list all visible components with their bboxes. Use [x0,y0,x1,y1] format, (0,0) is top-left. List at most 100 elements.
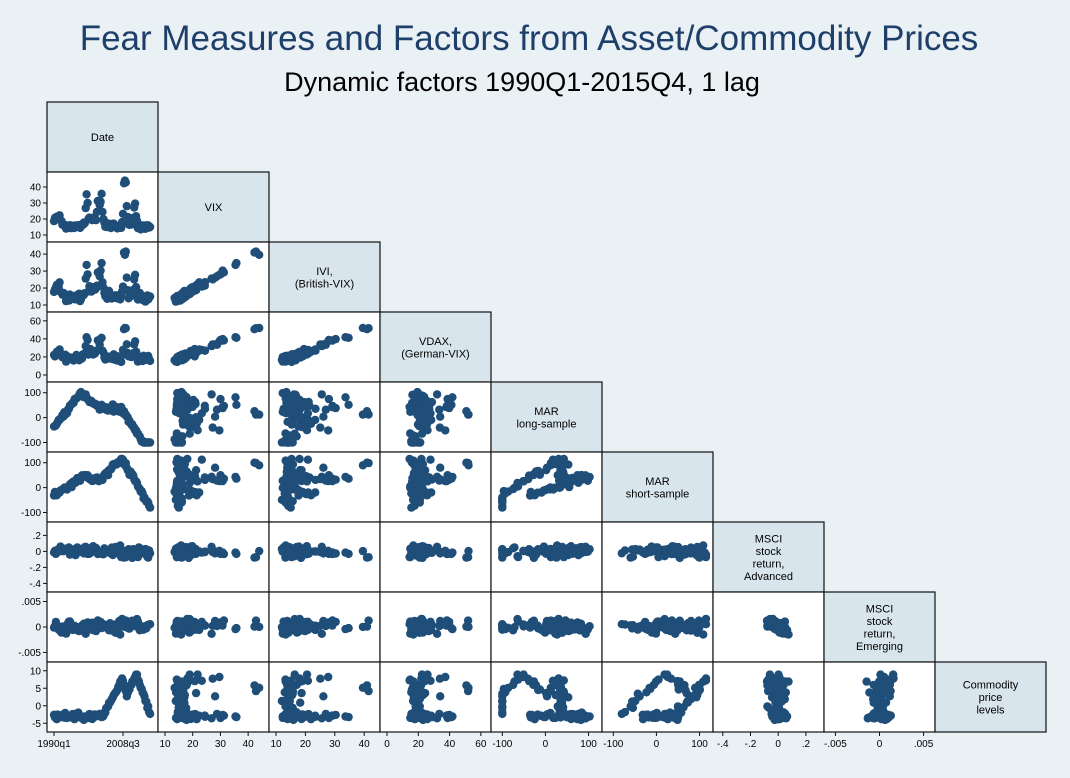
point-3-1-51 [232,333,241,342]
point-7-1-76 [255,622,264,632]
point-4-1-87 [215,426,224,435]
point-3-0-87 [130,337,140,346]
point-3-0-78 [122,340,131,349]
point-1-0-36 [83,198,92,208]
xtick-label-2-3: 40 [359,739,371,750]
point-8-5-95 [642,688,651,697]
variable-label-8-line-2: levels [976,705,1005,717]
xtick-label-4-0: -100 [492,739,512,750]
variable-label-2-line-1: (British-VIX) [295,278,354,290]
point-6-2-77 [364,553,373,562]
xtick-label-5-2: 100 [691,739,708,750]
point-6-2-84 [296,553,306,563]
point-5-2-5 [304,488,313,497]
variable-label-cell-0 [46,101,159,173]
point-5-4-103 [498,503,507,512]
variable-label-cell-6 [712,521,825,593]
variable-label-4-line-1: long-sample [517,418,577,430]
xtick-label-5-1: 0 [654,739,660,750]
point-5-2-73 [295,454,304,464]
xtick-label-0-1: 2008q3 [106,739,140,750]
point-4-3-34 [432,390,442,399]
variable-label-4-line-0: MAR [534,406,559,418]
point-6-5-99 [628,545,637,554]
xtick-label-1-2: 30 [215,739,227,750]
variable-label-cell-7 [823,591,936,663]
point-6-2-86 [316,547,325,557]
scatter-cell-8-3 [379,661,492,733]
ytick-label-6-1: -.2 [29,563,41,574]
point-4-1-73 [183,405,192,415]
xtick-label-2-1: 20 [300,739,312,750]
point-5-1-73 [183,454,192,464]
point-7-3-77 [463,616,473,625]
point-8-4-88 [519,670,528,679]
ytick-label-6-0: -.4 [29,579,41,590]
point-6-2-98 [277,544,287,554]
ytick-label-4-2: 100 [24,388,41,399]
point-8-5-89 [660,670,669,679]
ytick-label-3-2: 40 [30,334,42,345]
point-8-1-87 [215,672,224,682]
point-8-0-103 [145,709,155,719]
point-8-2-78 [319,692,328,701]
point-4-1-89 [185,429,194,438]
xtick-label-1-1: 20 [187,739,199,750]
xtick-label-3-0: 0 [384,739,390,750]
point-8-6-88 [774,670,783,679]
point-4-2-78 [319,412,328,421]
point-7-3-88 [423,622,432,631]
point-4-2-87 [324,426,333,435]
point-4-2-71 [281,406,290,416]
point-2-1-51 [232,258,241,268]
ytick-label-6-2: 0 [35,547,41,558]
variable-label-cell-5 [601,451,714,523]
ytick-label-3-0: 0 [35,371,41,382]
point-8-3-85 [420,676,429,686]
chart-title: Fear Measures and Factors from Asset/Com… [80,19,979,58]
point-5-1-86 [208,475,217,484]
point-8-1-74 [197,676,206,685]
point-7-4-88 [519,622,528,631]
point-7-1-51 [232,623,241,633]
point-8-1-84 [184,677,193,686]
variable-label-cell-2 [268,241,381,313]
point-4-2-83 [287,420,296,429]
point-5-4-79 [541,466,551,475]
ytick-label-7-1: 0 [35,623,41,634]
point-5-1-88 [193,477,202,486]
point-5-2-87 [324,476,333,486]
point-6-5-84 [675,553,684,563]
point-8-2-103 [286,709,295,719]
point-7-3-76 [464,622,473,632]
point-8-6-92 [779,680,788,690]
point-7-4-71 [552,630,562,639]
point-3-0-36 [83,335,92,345]
point-8-2-88 [302,670,312,679]
point-7-2-103 [286,620,295,629]
point-4-2-35 [341,393,350,402]
variable-label-8-line-1: price [979,692,1003,704]
point-5-3-6 [427,488,436,497]
xtick-label-7-1: 0 [877,739,883,750]
point-8-7-88 [876,670,885,679]
point-1-0-35 [82,190,91,199]
point-2-1-77 [251,247,261,256]
point-5-2-88 [302,477,312,486]
point-8-7-90 [884,675,894,684]
point-5-1-78 [210,463,220,472]
point-8-3-77 [463,686,473,696]
ytick-label-2-2: 30 [30,267,42,278]
point-7-2-77 [364,616,373,625]
point-4-0-103 [145,438,155,447]
ytick-label-8-1: 0 [35,701,41,712]
point-2-0-51 [97,258,106,268]
point-4-3-30 [411,390,420,399]
variable-label-5-line-1: short-sample [626,488,690,500]
variable-label-0-line-0: Date [91,132,114,144]
xtick-label-6-0: -.4 [717,739,729,750]
point-8-2-49 [321,709,330,719]
point-6-2-88 [302,547,312,556]
point-5-3-77 [463,458,473,468]
point-6-2-87 [324,546,333,555]
